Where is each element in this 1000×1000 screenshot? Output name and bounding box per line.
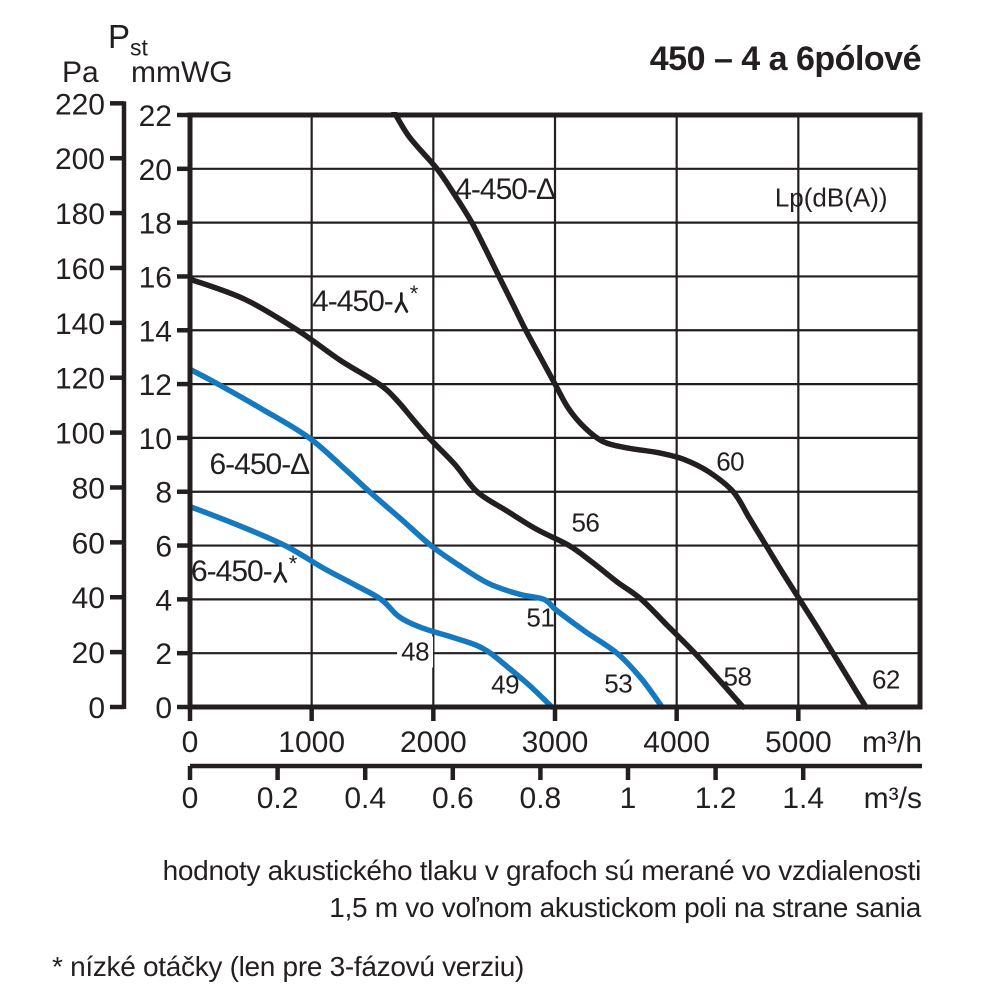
fan-curves [190,112,869,710]
m3s-tick-label: 0.6 [432,782,474,815]
x-axis-m3s [187,763,922,780]
x-axis-m3h-labels: 0 1000 2000 3000 4000 5000 m³/h [182,726,922,759]
mmwg-axis-unit-label: mmWG [131,56,233,89]
m3s-tick-label: 1.4 [782,782,824,815]
mmwg-tick-label: 14 [139,315,172,348]
m3h-tick-label: 5000 [765,726,832,759]
y-axis-pa [110,101,127,710]
acoustic-measurement-note: hodnoty akustického tlaku v grafoch sú m… [0,852,922,926]
mmwg-tick-label: 16 [139,261,172,294]
m3s-tick-label: 0 [182,782,199,815]
m3s-tick-label: 0.8 [520,782,562,815]
fan-performance-chart: 0246810121416182022020406080100120140160… [55,88,923,815]
x-axis-m3h-ticks [187,707,801,721]
m3s-unit-label: m³/s [864,782,922,815]
mmwg-tick-label: 10 [139,423,172,456]
mmwg-tick-label: 6 [155,531,172,564]
y-axis-mmwg-labels: 0 2 4 6 8 10 12 14 16 18 20 22 [139,100,172,725]
pa-tick-label: 100 [55,418,105,451]
mmwg-tick-label: 4 [155,584,172,617]
m3h-unit-label: m³/h [862,726,922,759]
acoustic-note-line2: 1,5 m vo voľnom akustickom poli na stran… [329,892,921,923]
low-speed-footnote: * nízké otáčky (len pre 3-fázovú verziu) [52,951,524,982]
x-axis-m3s-labels: 0 0.2 0.4 0.6 0.8 1 1.2 1.4 m³/s [182,782,922,815]
mmwg-tick-label: 0 [155,692,172,725]
pa-tick-label: 200 [55,143,105,176]
mmwg-tick-label: 12 [139,369,172,402]
pressure-symbol-subscript: st [130,34,148,61]
pa-tick-label: 80 [72,472,105,505]
mmwg-tick-label: 8 [155,477,172,510]
curve-6-450-wye [190,503,555,710]
y-axis-pa-labels: 0 20 40 60 80 100 120 140 160 180 200 220 [55,88,105,725]
acoustic-note-line1: hodnoty akustického tlaku v grafoch sú m… [162,855,922,886]
pa-tick-label: 120 [55,363,105,396]
static-pressure-quantity-label: Pst [108,18,148,62]
pa-tick-label: 0 [88,692,105,725]
pressure-symbol: P [108,18,131,55]
curve-6-450-delta [190,366,665,710]
m3h-tick-label: 3000 [522,726,589,759]
pa-tick-label: 20 [72,637,105,670]
mmwg-tick-label: 2 [155,638,172,671]
pa-tick-label: 60 [72,527,105,560]
pa-tick-label: 220 [55,88,105,121]
pa-tick-label: 140 [55,308,105,341]
page-title: 450 – 4 a 6pólové [649,40,922,78]
pa-tick-label: 180 [55,198,105,231]
mmwg-tick-label: 22 [139,100,172,133]
m3s-tick-label: 0.4 [344,782,386,815]
m3s-tick-label: 0.2 [257,782,299,815]
pa-tick-label: 40 [72,582,105,615]
pa-tick-label: 160 [55,253,105,286]
m3s-tick-label: 1.2 [695,782,737,815]
pa-axis-unit-label: Pa [62,56,99,89]
m3h-tick-label: 1000 [278,726,345,759]
m3h-tick-label: 0 [182,726,199,759]
mmwg-tick-label: 18 [139,208,172,241]
mmwg-tick-label: 20 [139,154,172,187]
m3h-tick-label: 2000 [400,726,467,759]
curve-4-450-wye [190,276,746,710]
curve-4-450-delta [391,112,869,710]
m3s-tick-label: 1 [620,782,637,815]
m3h-tick-label: 4000 [643,726,710,759]
